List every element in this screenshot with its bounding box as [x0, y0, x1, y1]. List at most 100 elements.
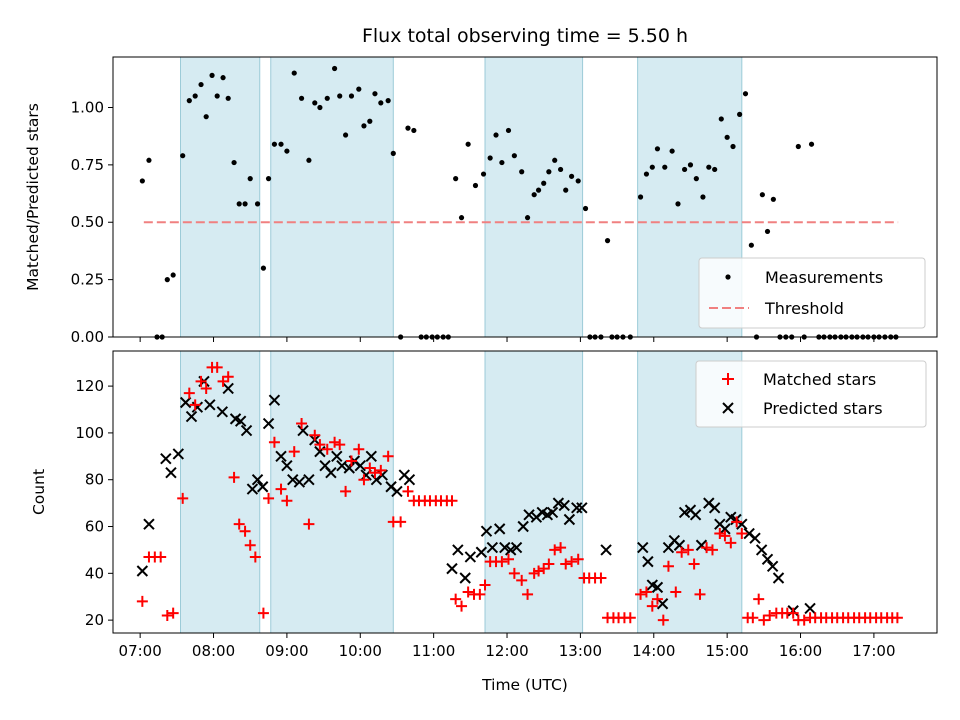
predicted-star-point [510, 541, 523, 554]
predicted-star-point [251, 474, 264, 486]
measurement-point [342, 132, 349, 138]
matched-star-point [268, 436, 280, 448]
matched-star-point [676, 546, 688, 558]
matched-star-point [402, 485, 414, 497]
predicted-star-point [325, 466, 337, 479]
measurement-point [170, 272, 176, 278]
measurement-point [563, 187, 569, 193]
measurement-point [795, 143, 801, 150]
measurement-point [706, 164, 712, 170]
measurement-point [146, 157, 152, 163]
matched-star-point [555, 542, 567, 554]
matched-star-point [657, 614, 669, 626]
measurement-point [265, 176, 272, 182]
measurement-point [324, 95, 330, 101]
measurement-point [236, 201, 242, 207]
matched-star-point [275, 483, 287, 495]
predicted-star-point [246, 483, 259, 495]
predicted-star-point [204, 399, 216, 411]
matched-star-point [714, 528, 726, 540]
matched-star-point [688, 558, 700, 570]
legend-marker-matched [722, 373, 734, 385]
predicted-star-point [275, 450, 287, 463]
predicted-star-point [678, 506, 691, 519]
predicted-star-point [143, 518, 155, 530]
x-axis-label: Time (UTC) [481, 676, 568, 694]
matched-star-point [549, 544, 561, 556]
predicted-star-point [499, 541, 511, 554]
bottom-x-axis: 07:00 08:00 09:00 10:00 11:00 12:00 13:00 14:00… [119, 633, 896, 660]
matched-star-point [395, 516, 407, 528]
matched-star-point [566, 556, 578, 568]
measurement-point [568, 173, 575, 179]
measurement-point [278, 141, 284, 147]
matched-star-point [446, 495, 458, 507]
matched-star-point [364, 462, 376, 474]
matched-star-point [161, 609, 173, 621]
predicted-star-point [136, 565, 149, 577]
predicted-star-point [637, 541, 649, 554]
measurement-point [247, 176, 253, 182]
predicted-star-point [480, 525, 493, 537]
top-legend: Measurements Threshold [698, 257, 926, 329]
predicted-star-point [336, 459, 348, 472]
predicted-star-point [504, 544, 517, 556]
predicted-star-point [642, 555, 654, 568]
matched-star-point [651, 593, 663, 605]
matched-star-point [334, 439, 346, 451]
measurement-point [693, 176, 699, 182]
top-shaded-region-1 [180, 56, 261, 338]
measurement-point [770, 196, 776, 202]
matched-star-point [538, 563, 550, 575]
matched-star-point [719, 530, 731, 542]
measurement-point [139, 178, 145, 184]
matched-star-point [369, 467, 381, 479]
bottom-legend-box [695, 360, 927, 428]
matched-star-point [257, 607, 269, 619]
predicted-star-point [563, 513, 576, 526]
measurement-point [186, 98, 192, 104]
bot-shaded-region-3 [484, 350, 584, 634]
predicted-star-point [160, 452, 172, 465]
top-y-tick-label: 0.75 [71, 156, 104, 174]
measurement-point [582, 205, 589, 212]
predicted-star-point [287, 474, 299, 486]
measurement-point [271, 141, 278, 147]
measurement-point [367, 118, 373, 124]
matched-star-point [758, 614, 770, 626]
measurement-point [724, 134, 730, 140]
measurement-point [260, 265, 267, 271]
measurement-point [654, 146, 661, 152]
legend-marker-predicted [722, 402, 734, 414]
predicted-star-point [185, 410, 198, 423]
matched-star-point [891, 612, 903, 624]
measurement-point [748, 242, 754, 248]
matched-star-point [340, 485, 352, 497]
measurement-point [372, 91, 378, 97]
predicted-star-point [391, 485, 403, 498]
bot-x-tick-label: 08:00 [192, 642, 235, 660]
bot-x-tick-label: 11:00 [412, 642, 455, 660]
measurement-point [505, 127, 512, 134]
matched-star-point [375, 464, 387, 476]
predicted-star-point [708, 502, 721, 514]
measurement-point [411, 127, 417, 134]
legend-label-threshold: Threshold [764, 299, 844, 318]
measurement-point [458, 215, 465, 221]
matched-star-point [572, 553, 584, 565]
measurement-point [700, 194, 706, 200]
measurement-point [405, 125, 411, 131]
measurement-point [575, 178, 581, 184]
matched-stars-series [136, 361, 903, 626]
matched-star-point [303, 518, 315, 530]
matched-star-point [217, 375, 229, 387]
predicted-star-point [600, 544, 612, 556]
measurement-point [356, 86, 362, 92]
matched-star-point [508, 567, 520, 579]
measurement-point [203, 114, 209, 120]
predicted-star-point [552, 497, 565, 509]
matched-star-point [233, 518, 245, 530]
measurement-point [808, 141, 815, 147]
measurement-point [317, 104, 323, 111]
bot-y-tick-label: 80 [85, 471, 104, 489]
